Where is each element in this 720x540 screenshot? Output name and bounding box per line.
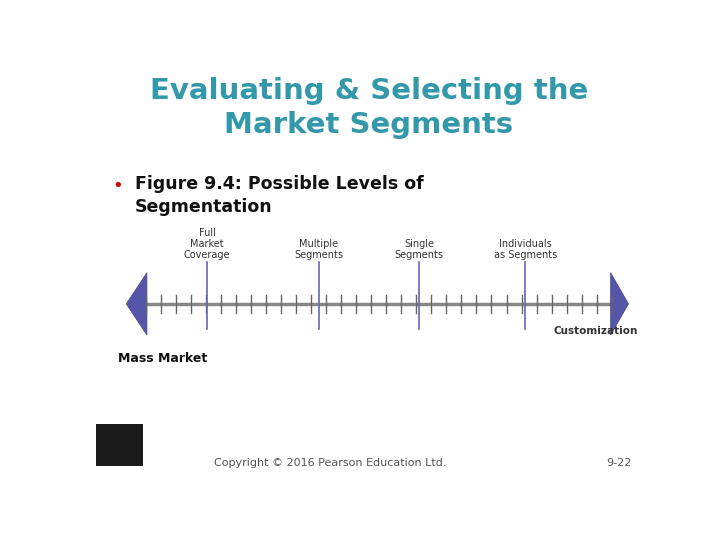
Polygon shape	[611, 273, 629, 335]
FancyBboxPatch shape	[96, 424, 143, 466]
Text: Multiple
Segments: Multiple Segments	[294, 239, 343, 260]
Text: Mass Market: Mass Market	[118, 352, 207, 365]
Text: Evaluating & Selecting the
Market Segments: Evaluating & Selecting the Market Segmen…	[150, 77, 588, 139]
Text: Individuals
as Segments: Individuals as Segments	[494, 239, 557, 260]
Polygon shape	[126, 273, 147, 335]
Text: Customization: Customization	[553, 326, 637, 335]
Text: Copyright © 2016 Pearson Education Ltd.: Copyright © 2016 Pearson Education Ltd.	[214, 458, 446, 468]
Text: 9-22: 9-22	[606, 458, 631, 468]
Text: Single
Segments: Single Segments	[395, 239, 444, 260]
Text: •: •	[112, 177, 123, 195]
Text: Full
Market
Coverage: Full Market Coverage	[184, 228, 230, 260]
Text: Figure 9.4: Possible Levels of
Segmentation: Figure 9.4: Possible Levels of Segmentat…	[135, 175, 423, 216]
Text: Marketing
Management: Marketing Management	[119, 440, 149, 450]
Text: Kotler
Keller: Kotler Keller	[100, 440, 115, 450]
